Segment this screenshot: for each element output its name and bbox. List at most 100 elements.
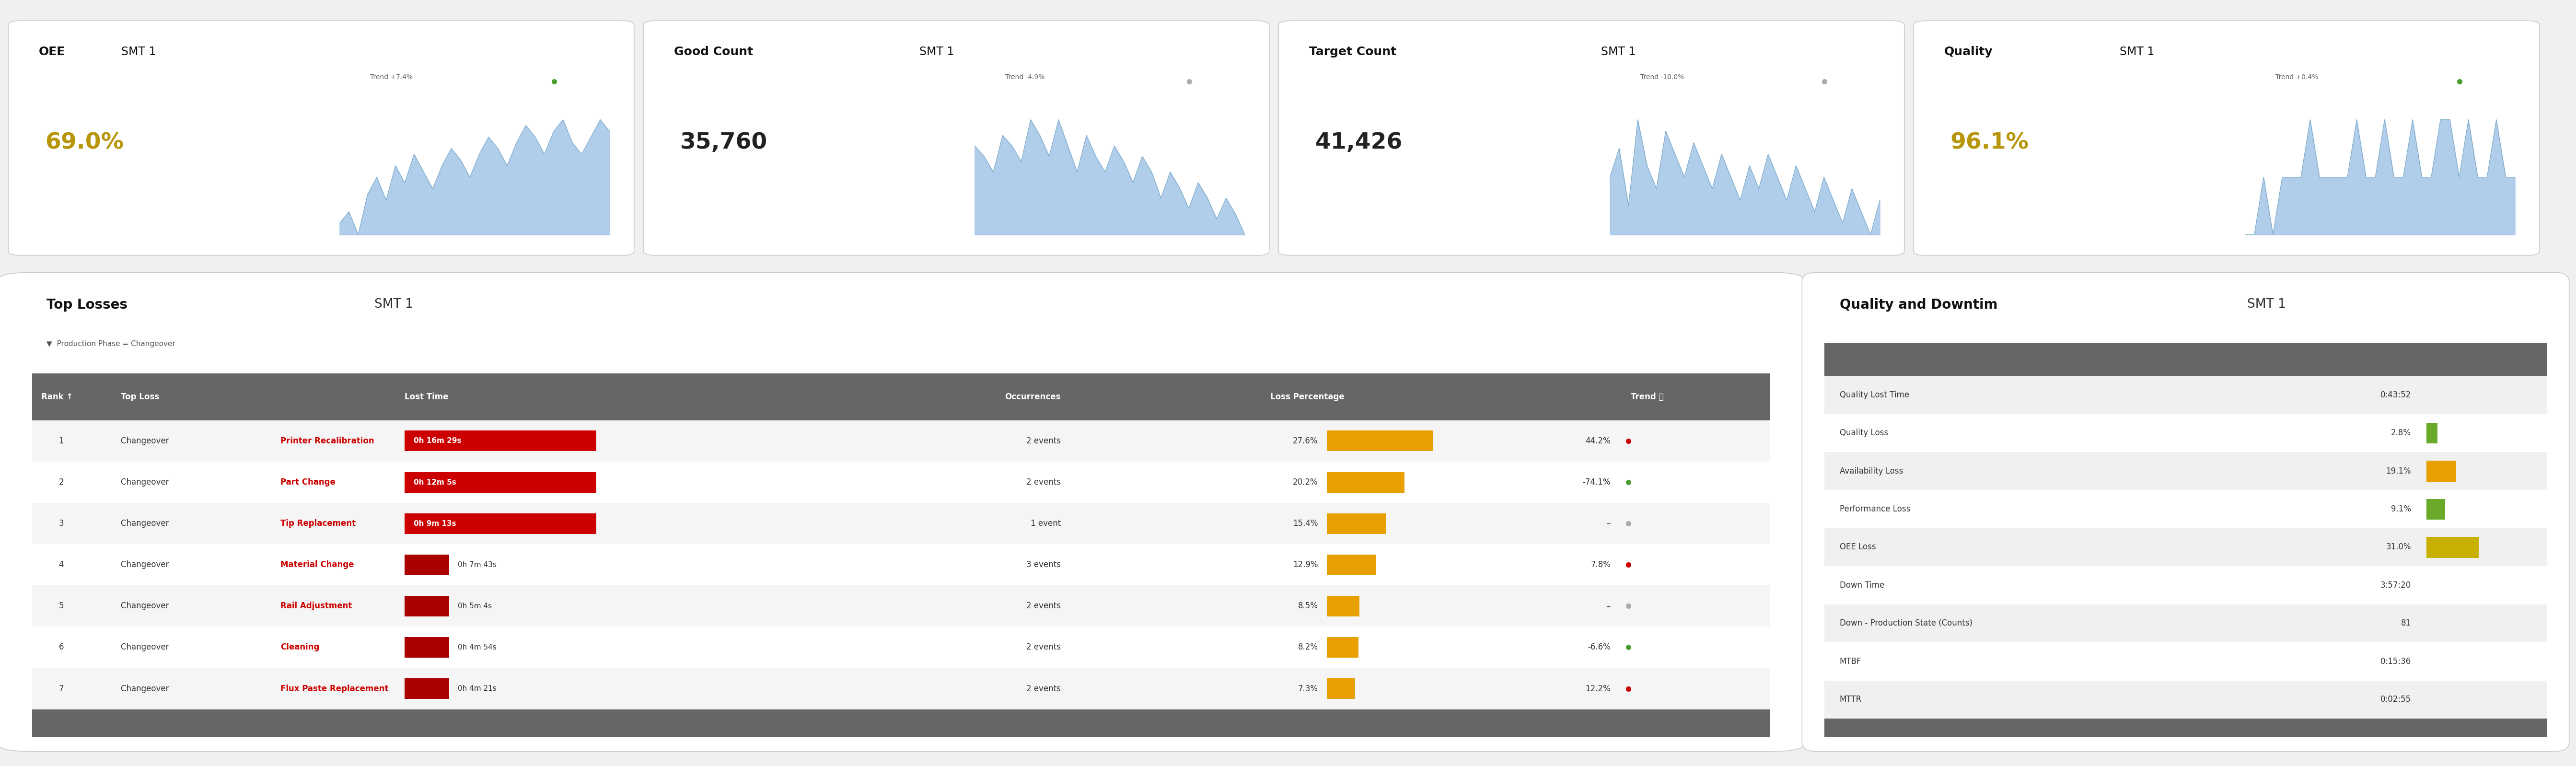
FancyBboxPatch shape (1327, 637, 1358, 658)
Text: 2 events: 2 events (1025, 478, 1061, 486)
Text: Part Change: Part Change (281, 478, 335, 486)
Text: Cleaning: Cleaning (281, 643, 319, 652)
FancyBboxPatch shape (404, 513, 595, 534)
FancyBboxPatch shape (1914, 21, 2540, 255)
Text: Quality Lost Time: Quality Lost Time (1839, 391, 1909, 399)
Text: Performance Loss: Performance Loss (1839, 505, 1911, 513)
Text: -74.1%: -74.1% (1582, 478, 1610, 486)
Text: 7: 7 (59, 684, 64, 693)
Text: MTTR: MTTR (1839, 696, 1862, 704)
FancyBboxPatch shape (1327, 513, 1386, 534)
Text: Lost Time: Lost Time (404, 392, 448, 401)
Text: 7.3%: 7.3% (1298, 684, 1319, 693)
Text: SMT 1: SMT 1 (1602, 46, 1636, 57)
Text: 69.0%: 69.0% (44, 132, 124, 153)
Text: Trend +0.4%: Trend +0.4% (2275, 74, 2318, 80)
FancyBboxPatch shape (404, 596, 448, 617)
Text: OEE Loss: OEE Loss (1839, 543, 1875, 552)
Text: 2.8%: 2.8% (2391, 428, 2411, 437)
Text: SMT 1: SMT 1 (121, 46, 155, 57)
Text: 0h 9m 13s: 0h 9m 13s (412, 520, 456, 527)
Text: 1 event: 1 event (1030, 519, 1061, 528)
FancyBboxPatch shape (404, 678, 448, 699)
Text: 0h 4m 21s: 0h 4m 21s (459, 685, 497, 692)
Text: Changeover: Changeover (121, 561, 173, 569)
Text: OEE: OEE (39, 46, 64, 57)
FancyBboxPatch shape (31, 585, 1770, 627)
FancyBboxPatch shape (2427, 423, 2437, 444)
Text: 7.8%: 7.8% (1589, 561, 1610, 569)
FancyBboxPatch shape (404, 637, 448, 658)
FancyBboxPatch shape (1824, 375, 2548, 414)
Text: 6: 6 (59, 643, 64, 652)
Text: Down - Production State (Counts): Down - Production State (Counts) (1839, 619, 1973, 627)
FancyBboxPatch shape (1803, 273, 2568, 751)
Text: 12.9%: 12.9% (1293, 561, 1319, 569)
Text: Availability Loss: Availability Loss (1839, 466, 1904, 475)
FancyBboxPatch shape (1327, 678, 1355, 699)
FancyBboxPatch shape (1327, 472, 1404, 493)
Text: Changeover: Changeover (121, 478, 173, 486)
Text: SMT 1: SMT 1 (2246, 298, 2285, 311)
Text: 2 events: 2 events (1025, 602, 1061, 611)
Text: Quality and Downtim: Quality and Downtim (1839, 298, 1996, 312)
FancyBboxPatch shape (2427, 537, 2478, 558)
Text: 41,426: 41,426 (1316, 132, 1404, 153)
Text: –: – (1607, 602, 1610, 611)
Text: MTBF: MTBF (1839, 657, 1862, 666)
Text: SMT 1: SMT 1 (374, 298, 412, 311)
FancyBboxPatch shape (1824, 452, 2548, 490)
Text: Trend +7.4%: Trend +7.4% (371, 74, 412, 80)
Text: 2 events: 2 events (1025, 643, 1061, 652)
Text: Target Count: Target Count (1309, 46, 1396, 57)
Text: 3:57:20: 3:57:20 (2380, 581, 2411, 590)
Text: Top Losses: Top Losses (46, 298, 126, 312)
FancyBboxPatch shape (31, 709, 1770, 738)
Text: 0h 16m 29s: 0h 16m 29s (412, 437, 461, 444)
FancyBboxPatch shape (8, 21, 634, 255)
FancyBboxPatch shape (1824, 719, 2548, 738)
Text: 8.2%: 8.2% (1298, 643, 1319, 652)
Text: 0h 4m 54s: 0h 4m 54s (459, 643, 497, 651)
Text: 19.1%: 19.1% (2385, 466, 2411, 475)
Text: ▼  Production Phase = Changeover: ▼ Production Phase = Changeover (46, 340, 175, 348)
Text: 35,760: 35,760 (680, 132, 768, 153)
FancyBboxPatch shape (2427, 460, 2458, 482)
Text: 5: 5 (59, 602, 64, 611)
FancyBboxPatch shape (31, 503, 1770, 544)
Text: 2 events: 2 events (1025, 684, 1061, 693)
Text: SMT 1: SMT 1 (2120, 46, 2154, 57)
Text: Material Change: Material Change (281, 561, 353, 569)
Text: Occurrences: Occurrences (1005, 392, 1061, 401)
FancyBboxPatch shape (404, 430, 595, 451)
Text: 4: 4 (59, 561, 64, 569)
FancyBboxPatch shape (0, 273, 1806, 751)
FancyBboxPatch shape (1327, 596, 1360, 617)
Text: Loss Percentage: Loss Percentage (1270, 392, 1345, 401)
Text: –: – (1607, 519, 1610, 528)
Text: Trend -10.0%: Trend -10.0% (1641, 74, 1685, 80)
Text: 44.2%: 44.2% (1584, 437, 1610, 445)
Text: 9.1%: 9.1% (2391, 505, 2411, 513)
Text: 8.5%: 8.5% (1298, 602, 1319, 611)
Text: Rank ↑: Rank ↑ (41, 392, 72, 401)
Text: 2: 2 (59, 478, 64, 486)
Text: 1: 1 (59, 437, 64, 445)
FancyBboxPatch shape (1824, 680, 2548, 719)
FancyBboxPatch shape (31, 668, 1770, 709)
FancyBboxPatch shape (1278, 21, 1904, 255)
Text: 0:02:55: 0:02:55 (2380, 696, 2411, 704)
Text: 12.2%: 12.2% (1584, 684, 1610, 693)
Text: Trend -4.9%: Trend -4.9% (1005, 74, 1046, 80)
Text: Changeover: Changeover (121, 643, 173, 652)
Text: 2 events: 2 events (1025, 437, 1061, 445)
FancyBboxPatch shape (644, 21, 1270, 255)
FancyBboxPatch shape (1327, 430, 1432, 451)
FancyBboxPatch shape (1824, 528, 2548, 566)
Text: Rail Adjustment: Rail Adjustment (281, 602, 353, 611)
Text: Changeover: Changeover (121, 519, 173, 528)
Text: Flux Paste Replacement: Flux Paste Replacement (281, 684, 389, 693)
Text: Changeover: Changeover (121, 602, 173, 611)
FancyBboxPatch shape (1327, 555, 1376, 575)
Text: 27.6%: 27.6% (1293, 437, 1319, 445)
